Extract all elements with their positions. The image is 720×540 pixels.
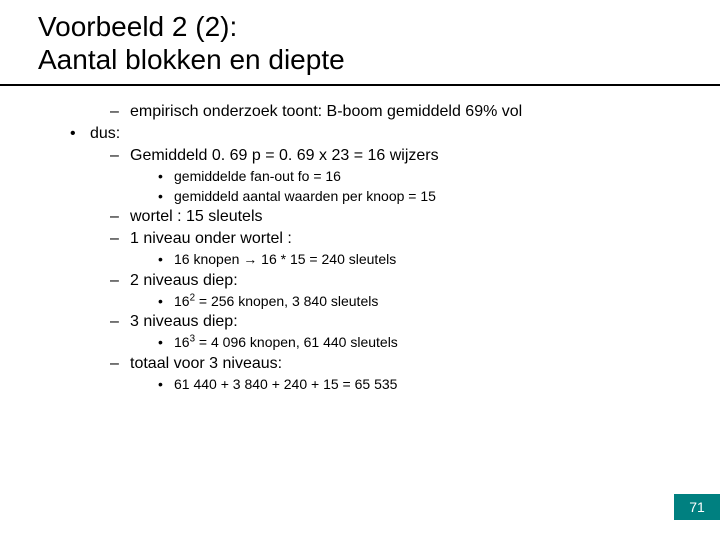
bullet-niveau3: 3 niveaus diep: bbox=[110, 312, 690, 332]
bullet-niveau1-calc: 16 knopen → 16 * 15 = 240 sleutels bbox=[158, 251, 690, 269]
content-area: empirisch onderzoek toont: B-boom gemidd… bbox=[0, 86, 720, 393]
title-block: Voorbeeld 2 (2): Aantal blokken en diept… bbox=[0, 0, 720, 82]
bullet-niveau2: 2 niveaus diep: bbox=[110, 271, 690, 291]
bullet-dus: dus: bbox=[70, 124, 690, 144]
n3-post: = 4 096 knopen, 61 440 sleutels bbox=[195, 334, 398, 350]
page-number-tab: 71 bbox=[674, 494, 720, 520]
n2-post: = 256 knopen, 3 840 sleutels bbox=[195, 293, 378, 309]
bullet-totaal-calc: 61 440 + 3 840 + 240 + 15 = 65 535 bbox=[158, 376, 690, 394]
bullet-totaal: totaal voor 3 niveaus: bbox=[110, 354, 690, 374]
bullet-niveau1: 1 niveau onder wortel : bbox=[110, 229, 690, 249]
bullet-gemiddeld-p: Gemiddeld 0. 69 p = 0. 69 x 23 = 16 wijz… bbox=[110, 146, 690, 166]
slide: Voorbeeld 2 (2): Aantal blokken en diept… bbox=[0, 0, 720, 540]
n3-pre: 16 bbox=[174, 334, 190, 350]
title-line-1: Voorbeeld 2 (2): bbox=[38, 10, 720, 43]
n2-pre: 16 bbox=[174, 293, 190, 309]
page-number: 71 bbox=[689, 499, 705, 515]
bullet-niveau2-calc: 162 = 256 knopen, 3 840 sleutels bbox=[158, 293, 690, 311]
bullet-wortel: wortel : 15 sleutels bbox=[110, 207, 690, 227]
bullet-per-knoop: gemiddeld aantal waarden per knoop = 15 bbox=[158, 188, 690, 206]
bullet-empirical: empirisch onderzoek toont: B-boom gemidd… bbox=[110, 102, 690, 122]
bullet-fanout: gemiddelde fan-out fo = 16 bbox=[158, 168, 690, 186]
bullet-niveau3-calc: 163 = 4 096 knopen, 61 440 sleutels bbox=[158, 334, 690, 352]
title-line-2: Aantal blokken en diepte bbox=[38, 43, 720, 76]
